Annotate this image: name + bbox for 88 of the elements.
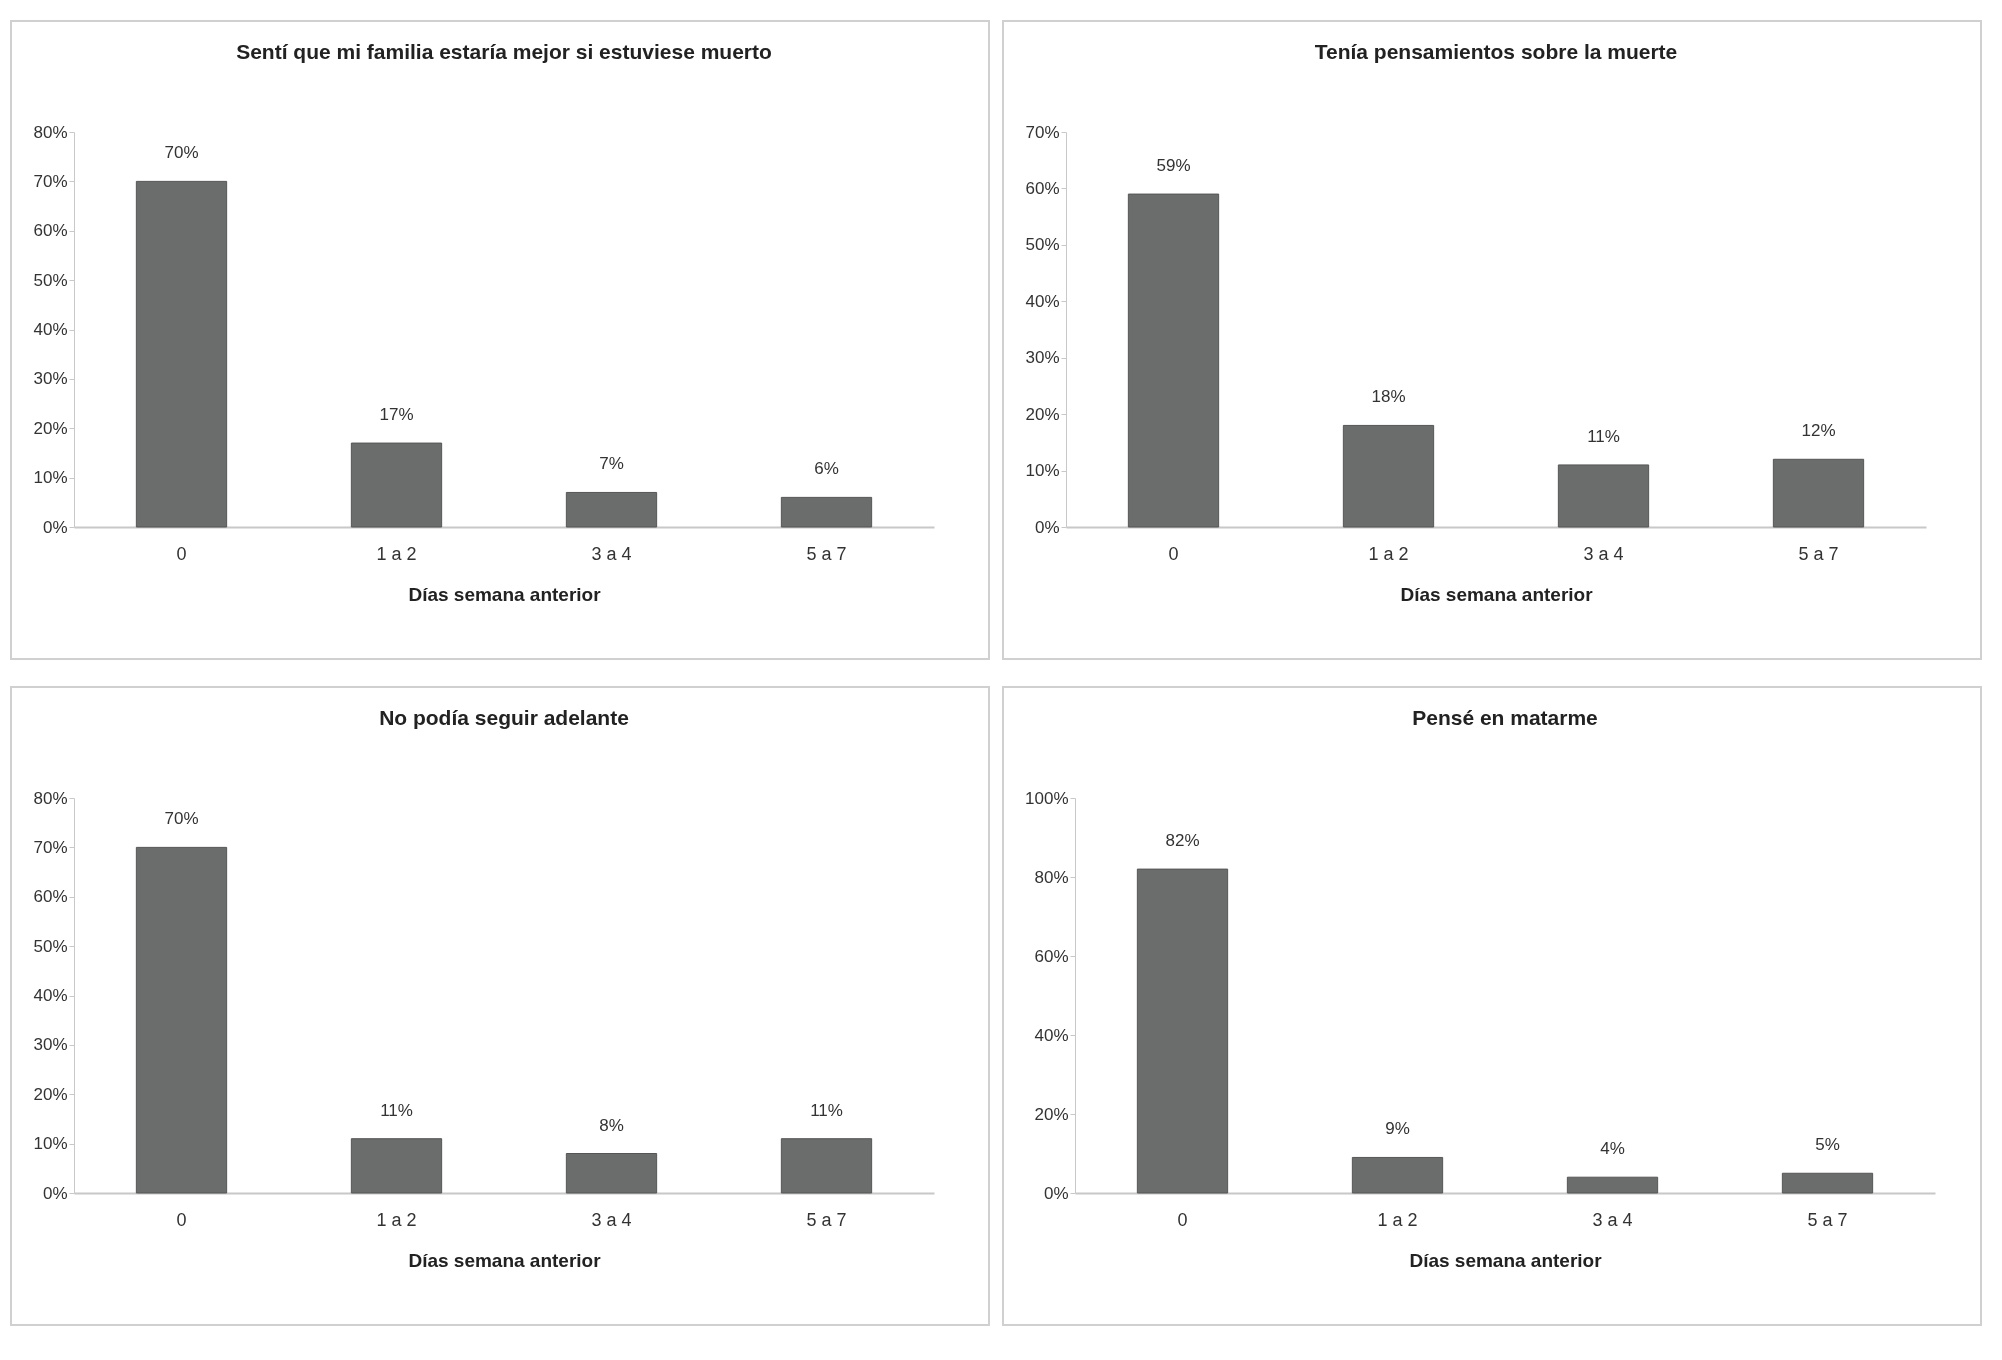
bar: [1342, 424, 1435, 528]
x-tick-label: 5 a 7: [1807, 1209, 1848, 1230]
x-tick-label: 0: [1177, 1209, 1188, 1230]
y-tick-label: 60%: [33, 887, 68, 907]
data-label: 11%: [810, 1100, 843, 1120]
y-tick-label: 30%: [33, 1035, 68, 1055]
y-tick-label: 0%: [42, 1183, 68, 1203]
data-label: 17%: [379, 405, 414, 425]
bar: [135, 180, 228, 528]
y-tick-label: 40%: [1025, 291, 1060, 311]
y-tick-label: 80%: [33, 788, 68, 808]
bar: [350, 1138, 443, 1194]
chart-title: Tenía pensamientos sobre la muerte: [1314, 40, 1678, 63]
y-tick-label: 60%: [1025, 178, 1060, 198]
data-label: 6%: [814, 459, 839, 479]
y-tick-label: 0%: [42, 517, 68, 537]
bar: [780, 1138, 873, 1194]
y-tick-label: 10%: [33, 1134, 68, 1154]
x-tick-label: 5 a 7: [1798, 543, 1839, 564]
bar: [350, 442, 443, 528]
y-tick-label: 60%: [33, 221, 68, 241]
y-tick-label: 60%: [1034, 946, 1069, 966]
x-tick-label: 0: [176, 543, 187, 564]
bar: [565, 1153, 658, 1194]
data-label: 82%: [1165, 831, 1200, 851]
y-tick-label: 100%: [1025, 788, 1069, 808]
data-label: 5%: [1815, 1135, 1840, 1155]
bar: [1772, 458, 1865, 528]
x-tick-label: 3 a 4: [1592, 1209, 1633, 1230]
y-tick-label: 50%: [33, 936, 68, 956]
x-tick-label: 1 a 2: [1377, 1209, 1418, 1230]
data-label: 4%: [1600, 1139, 1625, 1159]
y-tick-label: 40%: [33, 986, 68, 1005]
bar: [135, 846, 228, 1194]
data-label: 59%: [1156, 156, 1191, 176]
y-tick-label: 0%: [1043, 1183, 1069, 1203]
data-label: 11%: [380, 1100, 413, 1120]
y-tick-label: 0%: [1034, 517, 1060, 537]
data-label: 70%: [164, 809, 199, 829]
chart-title: Sentí que mi familia estaría mejor si estuviese muerto: [236, 40, 772, 63]
y-tick-label: 80%: [33, 122, 68, 142]
bar: [1351, 1156, 1444, 1194]
y-tick-label: 10%: [33, 468, 68, 488]
data-label: 12%: [1801, 421, 1836, 441]
x-tick-label: 1 a 2: [376, 543, 417, 564]
y-tick-label: 20%: [1025, 404, 1060, 424]
y-tick-label: 80%: [1034, 867, 1069, 887]
x-axis-title: Días semana anterior: [408, 1249, 602, 1271]
y-tick-label: 10%: [1025, 461, 1060, 481]
bar: [1781, 1172, 1874, 1194]
bar: [565, 491, 658, 528]
data-label: 8%: [599, 1115, 624, 1135]
y-tick-label: 50%: [33, 270, 68, 290]
chart-title: No podía seguir adelante: [379, 706, 629, 729]
bar: [1136, 868, 1229, 1194]
x-axis-title: Días semana anterior: [1409, 1249, 1603, 1271]
x-tick-label: 1 a 2: [1368, 543, 1409, 564]
y-tick-label: 50%: [1025, 235, 1060, 255]
x-tick-label: 1 a 2: [376, 1209, 417, 1230]
x-axis-title: Días semana anterior: [1400, 583, 1594, 605]
data-label: 9%: [1385, 1119, 1410, 1139]
y-tick-label: 70%: [33, 171, 68, 191]
bar: [1127, 193, 1220, 528]
y-tick-label: 30%: [33, 369, 68, 389]
x-tick-label: 5 a 7: [806, 1209, 847, 1230]
x-tick-label: 0: [1168, 543, 1179, 564]
data-label: 7%: [599, 454, 624, 474]
y-tick-label: 20%: [33, 418, 68, 438]
y-tick-label: 20%: [1034, 1104, 1069, 1124]
x-tick-label: 3 a 4: [591, 1209, 632, 1230]
x-axis-title: Días semana anterior: [408, 583, 602, 605]
y-tick-label: 70%: [1025, 122, 1060, 142]
y-tick-label: 30%: [1025, 348, 1060, 368]
data-label: 18%: [1371, 387, 1406, 407]
data-label: 11%: [1587, 426, 1620, 446]
y-tick-label: 40%: [33, 320, 68, 339]
data-label: 70%: [164, 143, 199, 163]
x-tick-label: 5 a 7: [806, 543, 847, 564]
y-tick-label: 20%: [33, 1084, 68, 1104]
bar: [780, 496, 873, 528]
y-tick-label: 70%: [33, 837, 68, 857]
x-tick-label: 0: [176, 1209, 187, 1230]
bar: [1566, 1176, 1659, 1194]
chart-title: Pensé en matarme: [1412, 706, 1598, 729]
bar: [1557, 464, 1650, 528]
x-tick-label: 3 a 4: [1583, 543, 1624, 564]
y-tick-label: 40%: [1034, 1025, 1069, 1045]
x-tick-label: 3 a 4: [591, 543, 632, 564]
